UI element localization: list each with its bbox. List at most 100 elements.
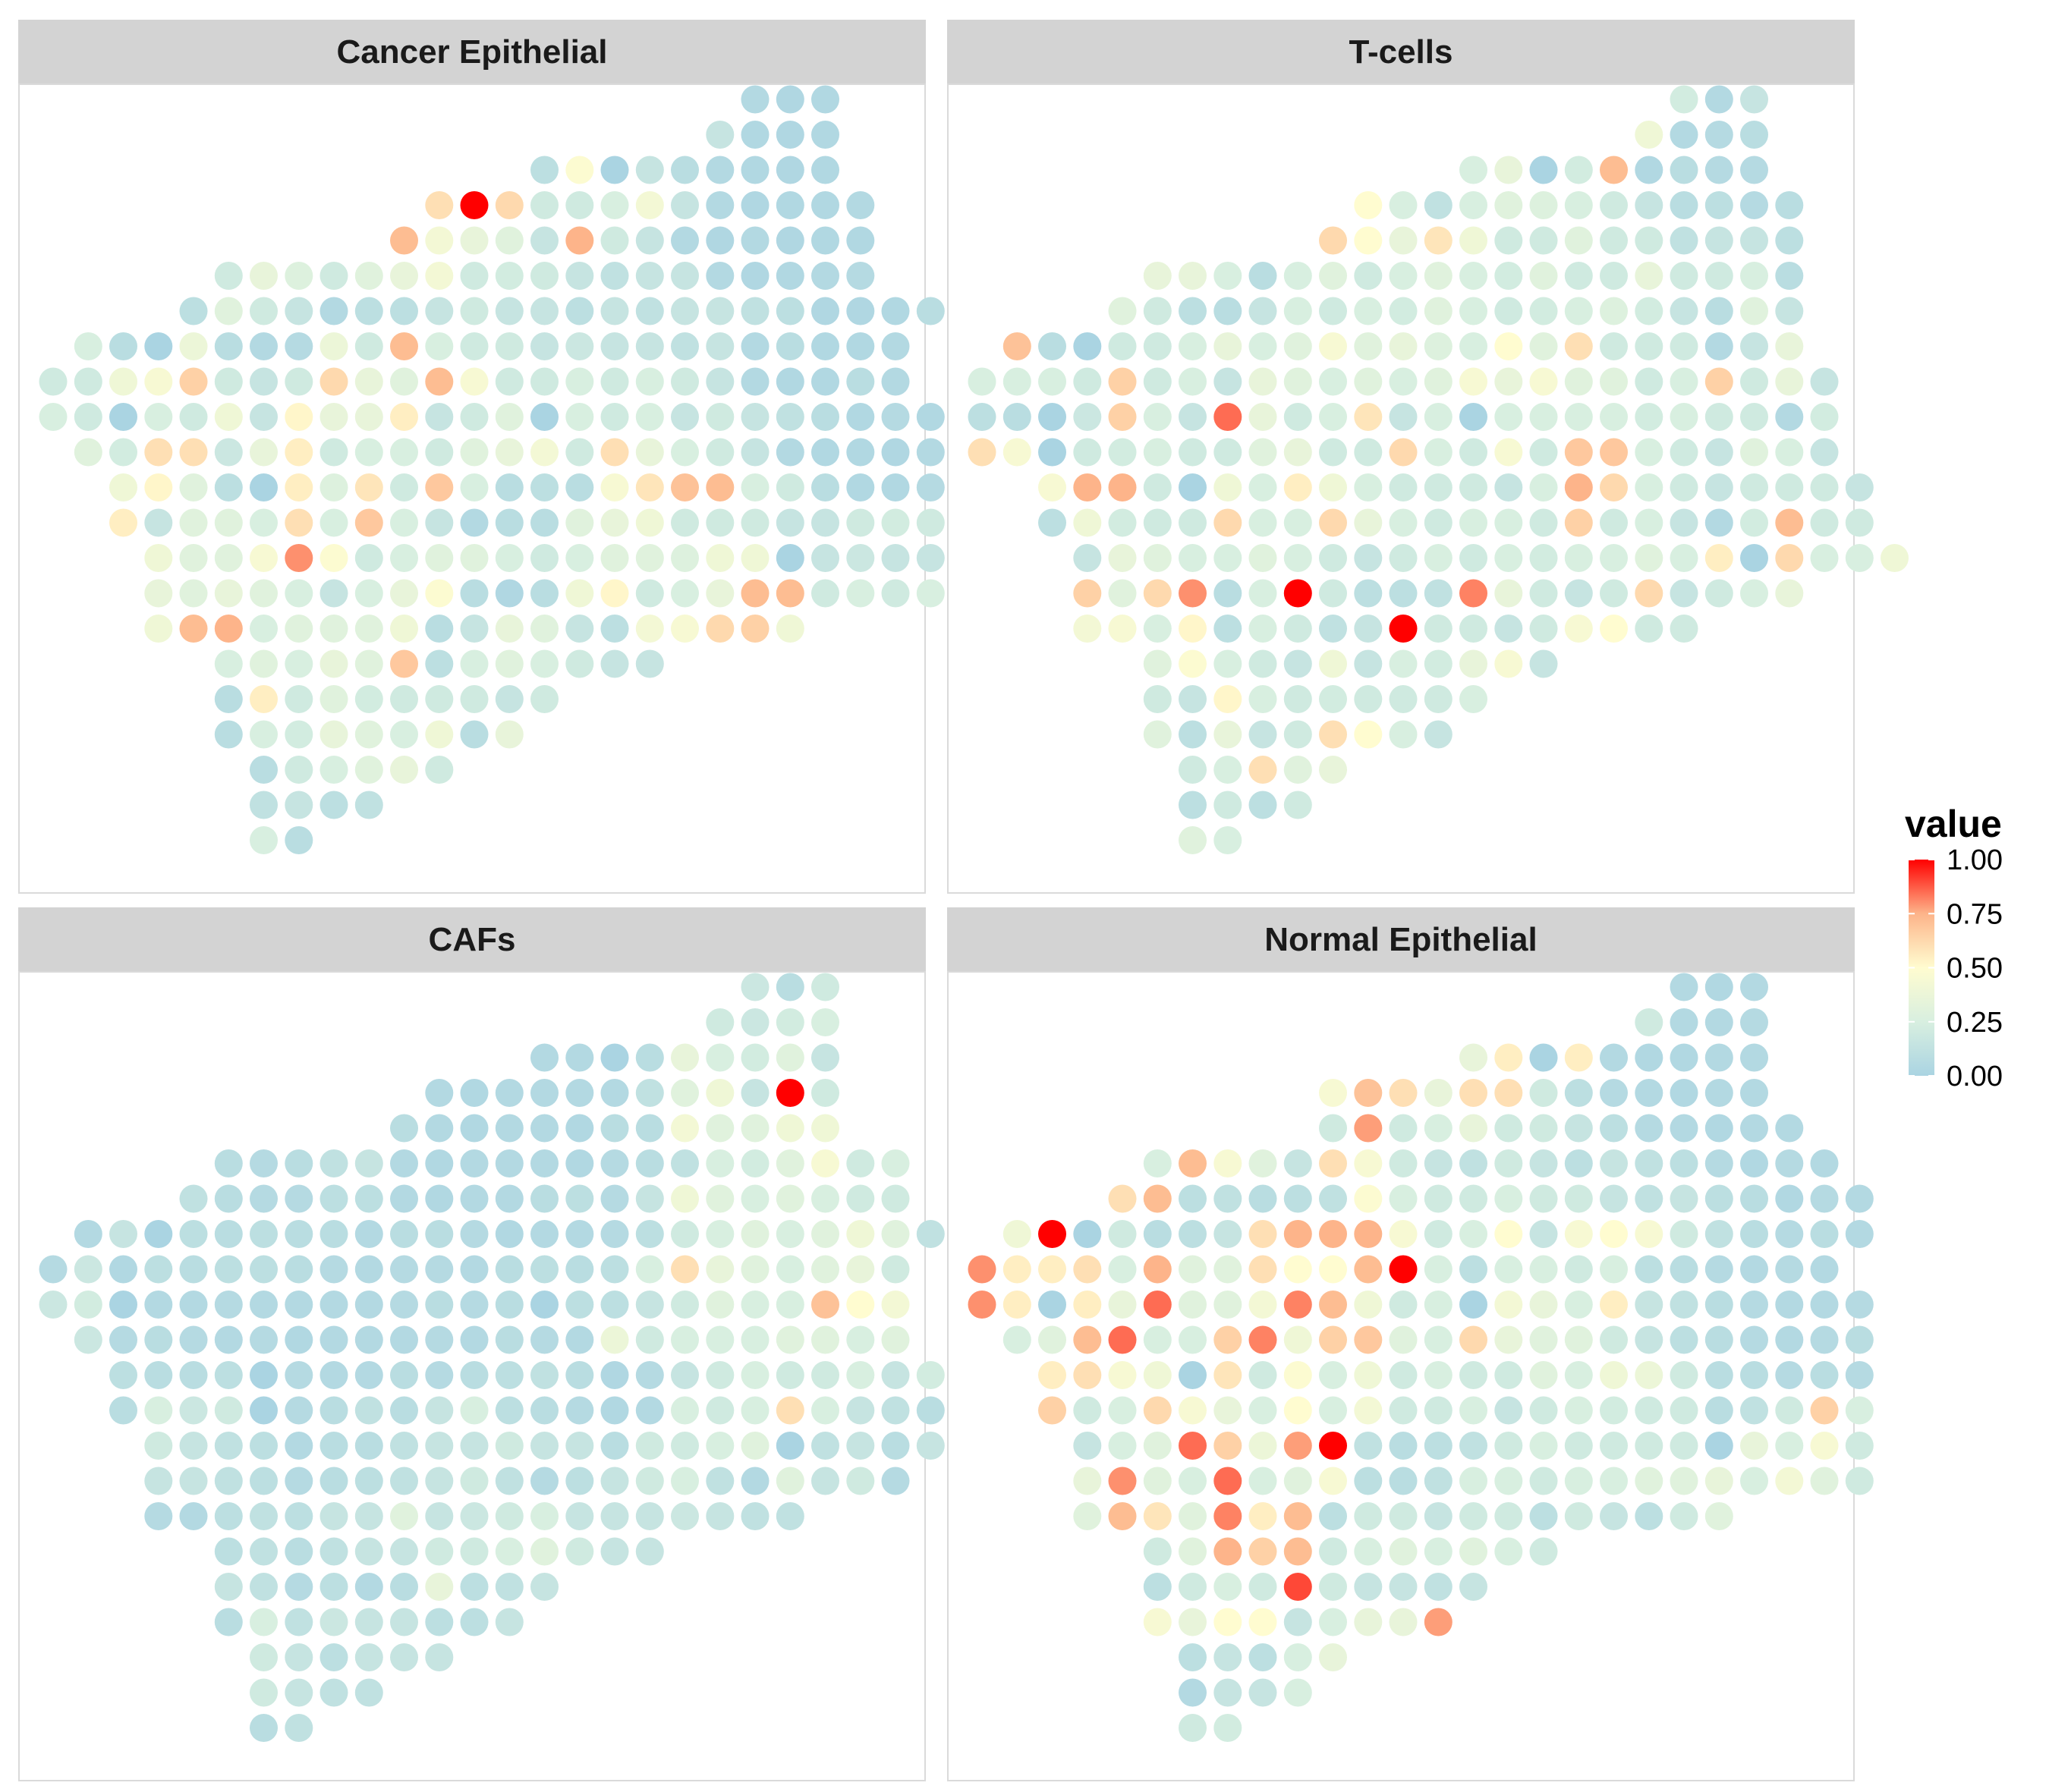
spot-r16-c12	[460, 1537, 489, 1566]
spot-r9-c14	[1459, 1291, 1487, 1319]
spot-r4-c14	[530, 226, 559, 255]
spot-r7-c23	[1775, 1220, 1804, 1248]
spot-r5-c5	[1143, 262, 1172, 290]
strip-background	[18, 20, 926, 83]
spot-r8-c10	[1319, 1255, 1347, 1284]
spot-r14-c14	[1459, 579, 1487, 608]
spot-r17-c6	[1179, 685, 1207, 713]
spot-r11-c15	[565, 1361, 594, 1389]
spot-r4-c23	[1775, 1114, 1804, 1143]
spot-r18-c13	[495, 720, 524, 749]
spot-r7-c2	[109, 332, 137, 360]
spot-r14-c16	[600, 1467, 629, 1495]
spot-r11-c20	[741, 1361, 770, 1389]
spot-r6-c11	[1354, 1184, 1383, 1213]
spot-r6-c7	[1213, 297, 1242, 325]
spot-r9-c14	[1459, 403, 1487, 431]
spot-r10-c14	[530, 1325, 559, 1354]
spot-r12-c7	[1213, 1396, 1242, 1425]
spot-r14-c9	[1283, 579, 1312, 608]
spot-r7-c9	[354, 1220, 383, 1248]
spot-r12-c14	[530, 1396, 559, 1425]
spot-r10-c15	[1494, 1325, 1523, 1354]
spot-r2-c16	[1529, 1043, 1558, 1072]
spot-r11-c7	[1213, 1361, 1242, 1389]
spot-r12-c19	[706, 508, 735, 537]
spot-r9-c18	[671, 1291, 699, 1319]
spot-r18-c11	[425, 1608, 454, 1636]
spot-r13-c11	[1354, 544, 1383, 572]
spot-r10-c17	[635, 1325, 664, 1354]
spot-r14-c16	[600, 579, 629, 608]
spot-r2-c17	[635, 1043, 664, 1072]
spot-r15-c20	[741, 1502, 770, 1530]
spot-r10-c18	[671, 438, 699, 467]
spot-r11-c4	[1108, 1361, 1137, 1389]
spot-r9-c11	[1354, 403, 1383, 431]
spot-r9-c22	[811, 403, 839, 431]
spot-r15-c10	[1319, 1502, 1347, 1530]
spot-r9-c18	[671, 403, 699, 431]
spot-r4-c10	[390, 1114, 418, 1143]
spot-r11-c12	[460, 1361, 489, 1389]
spot-r8-c23	[846, 367, 875, 396]
spot-r3-c15	[1494, 191, 1523, 219]
spot-r6-c14	[530, 1184, 559, 1213]
spot-r9-c13	[495, 1291, 524, 1319]
spot-r6-c15	[1494, 1184, 1523, 1213]
spot-r4-c18	[671, 1114, 699, 1143]
spot-r7-c15	[565, 332, 594, 360]
spot-r17-c8	[1248, 1573, 1277, 1601]
spot-r14-c23	[846, 1467, 875, 1495]
spot-r13-c25	[1845, 1432, 1874, 1460]
spot-r12-c24	[1810, 1396, 1839, 1425]
spot-r4-c15	[565, 1114, 594, 1143]
spot-r7-c21	[776, 332, 804, 360]
spot-r5-c18	[671, 262, 699, 290]
spot-r0-c20	[1670, 85, 1698, 114]
spot-r9-c8	[319, 1291, 348, 1319]
spot-r6-c7	[285, 297, 313, 325]
spot-r16-c15	[565, 649, 594, 678]
spot-r14-c20	[741, 579, 770, 608]
spot-r9-c16	[1529, 403, 1558, 431]
spot-r18-c10	[1319, 720, 1347, 749]
spot-r16-c11	[1354, 1537, 1383, 1566]
spot-r6-c18	[671, 297, 699, 325]
spot-r10-c25	[1845, 1325, 1874, 1354]
spot-r16-c7	[285, 649, 313, 678]
spot-r12-c15	[565, 508, 594, 537]
spot-r16-c15	[1494, 1537, 1523, 1566]
spot-r6-c23	[1775, 1184, 1804, 1213]
spot-r6-c24	[1810, 1184, 1839, 1213]
spot-r7-c21	[1704, 332, 1733, 360]
spot-r8-c11	[1354, 1255, 1383, 1284]
spot-r8-c7	[285, 367, 313, 396]
spot-r6-c25	[916, 297, 945, 325]
spot-r9-c20	[1670, 403, 1698, 431]
spot-r7-c18	[671, 1220, 699, 1248]
spot-r14-c11	[425, 579, 454, 608]
spot-r11-c24	[1810, 473, 1839, 501]
spot-r17-c6	[250, 1573, 278, 1601]
spot-r13-c5	[1143, 1432, 1172, 1460]
spot-r16-c16	[600, 649, 629, 678]
spot-r11-c2	[1038, 473, 1066, 501]
spot-r11-c5	[1143, 1361, 1172, 1389]
spot-r16-c10	[390, 649, 418, 678]
spot-r9-c13	[495, 403, 524, 431]
spot-r10-c2	[1038, 1325, 1066, 1354]
spot-r14-c12	[1389, 579, 1418, 608]
spot-r6-c10	[1319, 297, 1347, 325]
spot-r11-c6	[250, 473, 278, 501]
spot-r15-c5	[214, 1502, 243, 1530]
spot-r8-c7	[1213, 367, 1242, 396]
spot-r8-c5	[214, 367, 243, 396]
spot-r7-c16	[1529, 1220, 1558, 1248]
spot-r15-c4	[179, 615, 208, 643]
spot-r12-c16	[1529, 508, 1558, 537]
spot-r19-c10	[1319, 756, 1347, 784]
spot-r8-c6	[250, 367, 278, 396]
spot-r12-c18	[1600, 1396, 1628, 1425]
spot-r13-c23	[846, 1432, 875, 1460]
